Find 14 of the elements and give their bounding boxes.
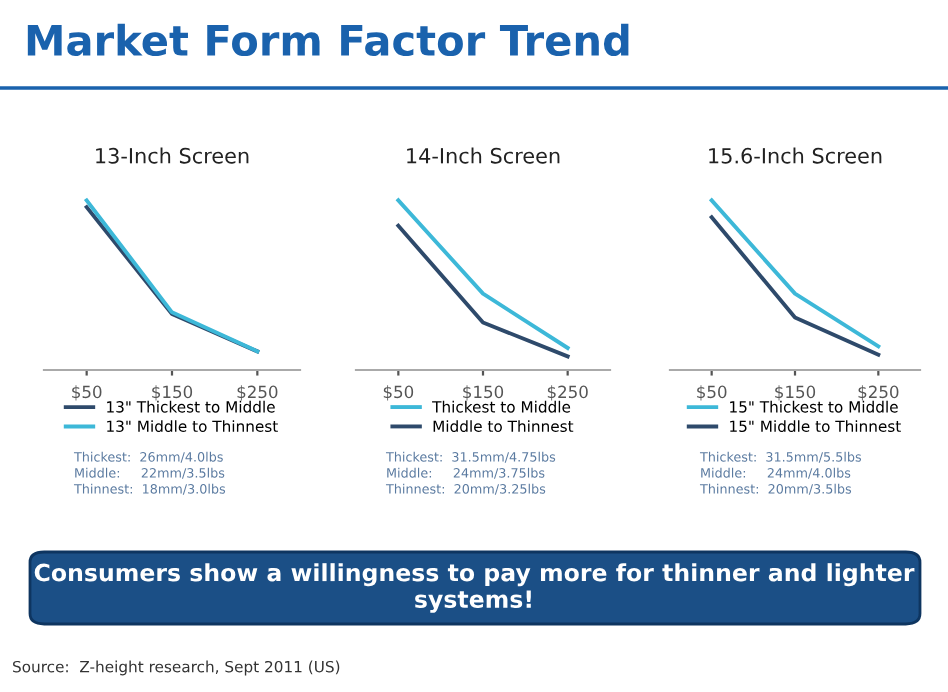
text: Market Form Factor Trend: [27, 23, 629, 57]
x-tick-label: $150: [463, 385, 504, 401]
x-tick-label: $250: [858, 385, 899, 401]
chart-title: 13-Inch Screen: [96, 147, 249, 164]
chart-title: 15.6-Inch Screen: [709, 147, 882, 164]
x-tick-label: $250: [237, 385, 278, 401]
x-tick-label: $150: [152, 385, 193, 401]
x-tick-label: $50: [72, 385, 102, 401]
x-tick-label: $50: [383, 385, 414, 401]
text: Consumers show a willingness to pay more for thinner and lighter systems!: [34, 563, 915, 613]
x-tick-label: $250: [547, 385, 588, 401]
chart-title: 14-Inch Screen: [407, 147, 560, 164]
x-tick-label: $50: [697, 385, 727, 401]
x-tick-label: $150: [775, 385, 816, 401]
